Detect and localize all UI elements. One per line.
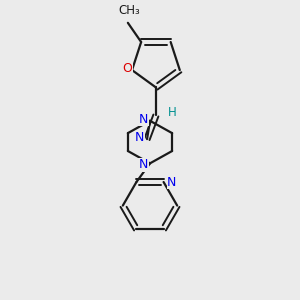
Text: N: N	[139, 158, 148, 171]
Text: N: N	[167, 176, 176, 188]
Text: H: H	[168, 106, 177, 119]
Text: N: N	[135, 131, 144, 144]
Text: CH₃: CH₃	[118, 4, 140, 17]
Text: N: N	[139, 113, 148, 126]
Text: O: O	[123, 62, 133, 75]
